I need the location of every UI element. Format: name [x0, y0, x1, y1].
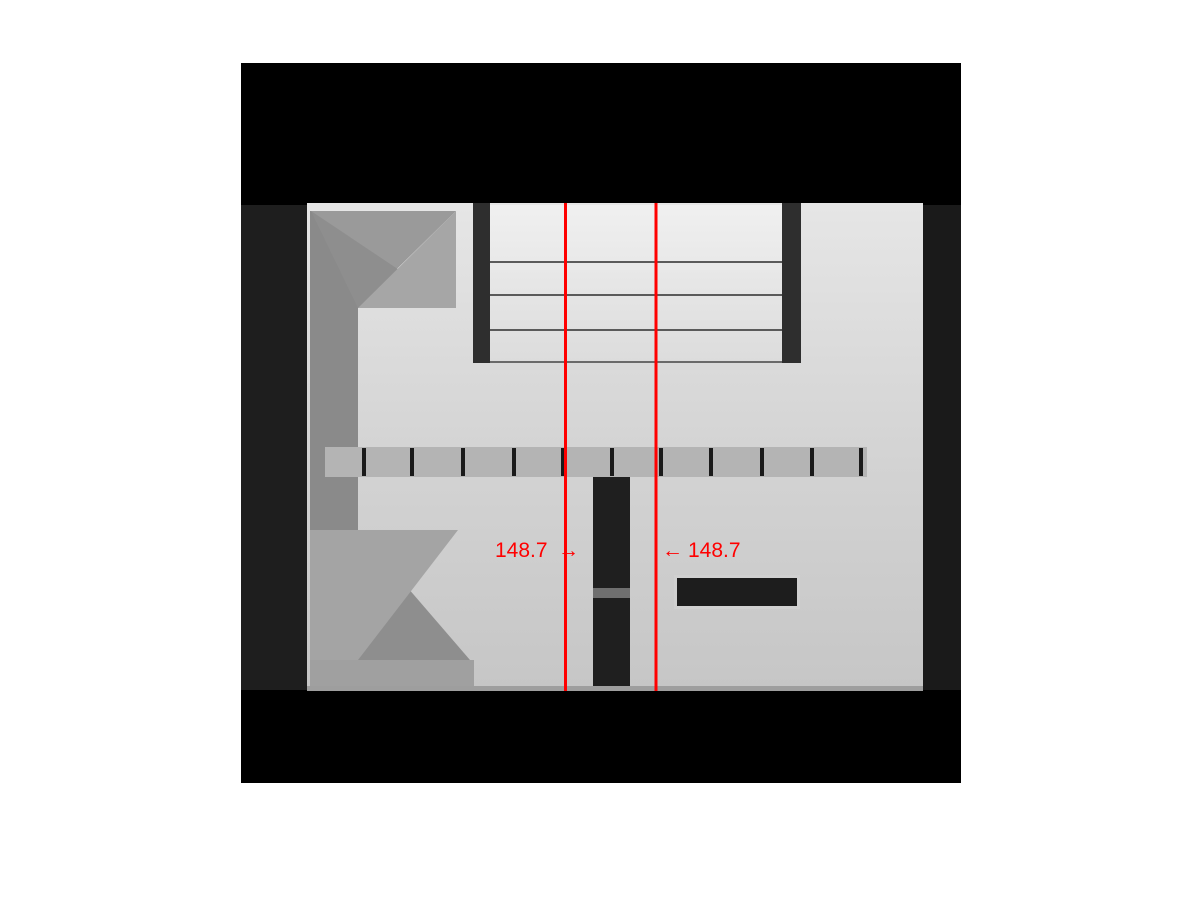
tick-mark-1: [362, 448, 366, 476]
tick-mark-6: [610, 448, 614, 476]
central-rod-band: [593, 588, 630, 598]
top-insert-right-bar: [782, 203, 801, 363]
tick-mark-7: [659, 448, 663, 476]
tick-mark-8: [709, 448, 713, 476]
tick-mark-10: [810, 448, 814, 476]
left-arrow-icon: →: [558, 539, 579, 562]
left-measurement-value: 148.7: [495, 539, 548, 562]
top-insert-left-bar: [473, 203, 490, 363]
right-arrow-icon: ←: [662, 539, 683, 562]
bottom-edge: [307, 686, 923, 691]
wedge-upper-tri-b: [358, 211, 456, 308]
tick-band: [325, 447, 867, 477]
tick-marks: [362, 448, 863, 476]
wedge-lower-base: [310, 660, 474, 686]
tick-mark-3: [461, 448, 465, 476]
top-insert: [490, 205, 782, 363]
wedge-upper: [311, 211, 456, 307]
tick-mark-4: [512, 448, 516, 476]
phantom-housing-left: [241, 205, 307, 690]
tick-mark-5: [561, 448, 565, 476]
right-block-core: [677, 578, 797, 606]
central-rod: [593, 477, 630, 691]
tick-mark-9: [760, 448, 764, 476]
right-measurement-value: 148.7: [688, 539, 741, 562]
wedge-lower-tri-b: [310, 530, 458, 660]
tick-mark-2: [410, 448, 414, 476]
phantom-housing-right: [923, 205, 961, 690]
tick-mark-11: [859, 448, 863, 476]
